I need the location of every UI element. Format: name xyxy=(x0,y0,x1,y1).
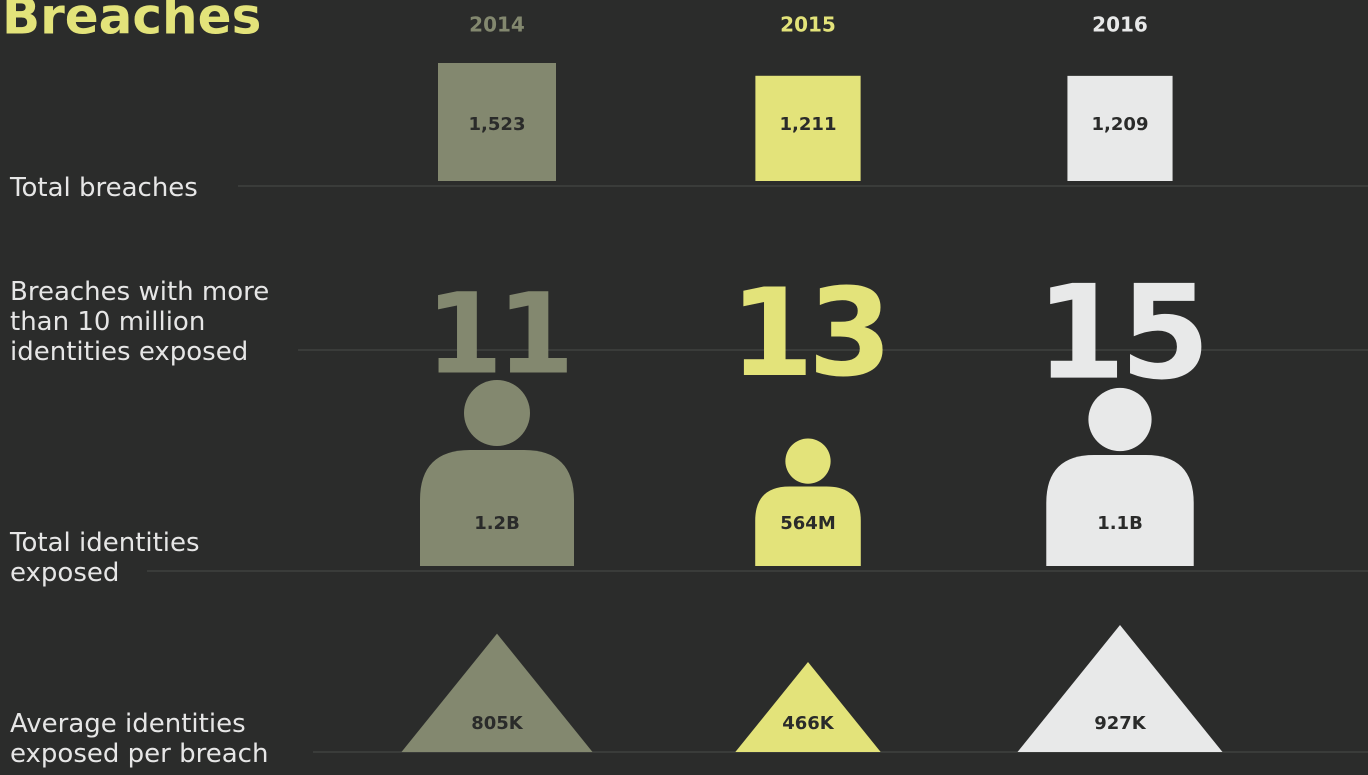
triangle xyxy=(1017,625,1223,752)
row-label: Total breaches xyxy=(10,173,198,203)
value-label: 1,211 xyxy=(780,114,837,135)
value-label: 466K xyxy=(782,713,835,734)
year-label: 2016 xyxy=(1092,13,1148,37)
person-head xyxy=(785,438,831,484)
triangle xyxy=(735,661,881,752)
triangle xyxy=(401,633,593,752)
value-label: 1.2B xyxy=(474,513,520,534)
square xyxy=(1067,75,1173,181)
row-label: Average identities exposed per breach xyxy=(10,709,269,769)
value-label: 1,523 xyxy=(469,114,526,135)
person-body xyxy=(420,450,574,566)
chart-title: Breaches xyxy=(2,0,261,46)
value-label: 927K xyxy=(1094,713,1147,734)
big-number: 15 xyxy=(1036,257,1205,409)
person xyxy=(1046,387,1194,566)
year-label: 2014 xyxy=(469,13,525,37)
row-label: Total identities exposed xyxy=(10,528,200,588)
person xyxy=(420,380,574,566)
person-head xyxy=(464,380,530,446)
person-body xyxy=(755,486,861,566)
value-label: 1,209 xyxy=(1092,114,1149,135)
square xyxy=(438,63,556,181)
row-label: Breaches with more than 10 million ident… xyxy=(10,277,270,367)
value-label: 1.1B xyxy=(1097,513,1143,534)
person-head xyxy=(1088,387,1152,452)
value-label: 805K xyxy=(471,713,524,734)
year-label: 2015 xyxy=(780,13,836,37)
person xyxy=(755,438,861,566)
big-number: 13 xyxy=(730,263,886,404)
value-label: 564M xyxy=(780,513,836,534)
person-body xyxy=(1046,454,1194,566)
square xyxy=(755,75,861,181)
big-number: 11 xyxy=(426,270,569,399)
